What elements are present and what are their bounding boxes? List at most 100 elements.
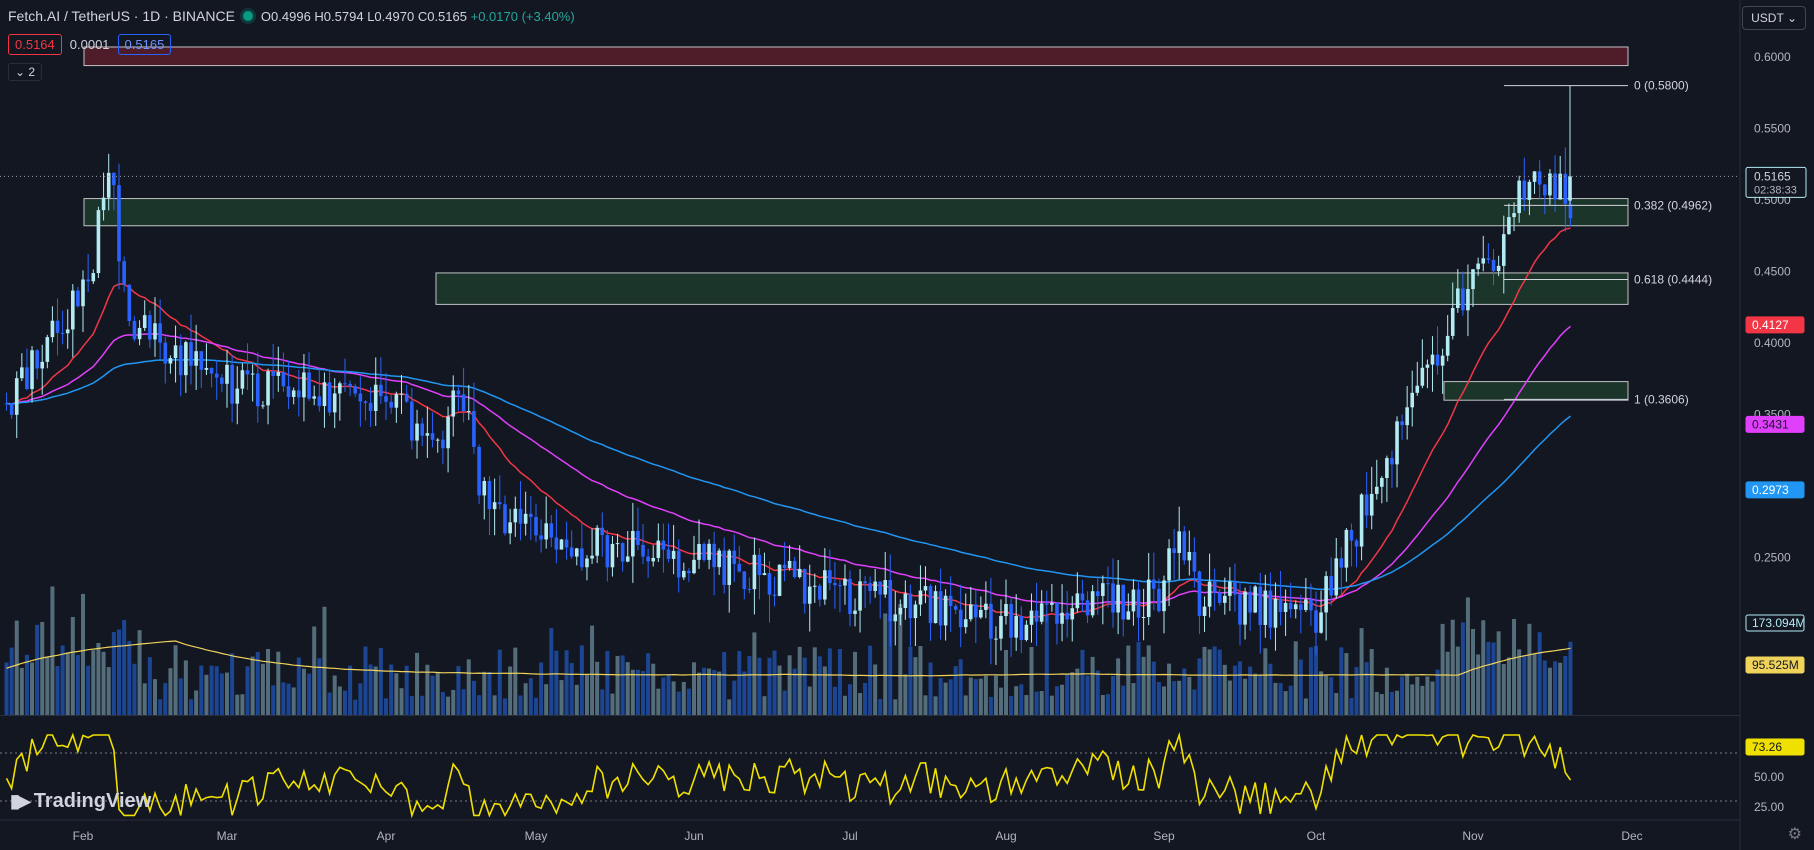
candle-body	[697, 543, 701, 560]
volume-bar	[1156, 682, 1161, 715]
candle-body	[1354, 540, 1359, 547]
volume-bar	[1268, 663, 1273, 715]
candle-body	[812, 585, 817, 587]
volume-bar	[1167, 663, 1172, 715]
candle-body	[858, 581, 862, 611]
volume-bar	[497, 649, 502, 715]
volume-bar	[230, 653, 235, 715]
volume-bar	[1319, 671, 1324, 715]
volume-bar	[348, 665, 353, 715]
volume-bar	[477, 695, 482, 715]
candle-body	[1501, 234, 1506, 266]
candle-body	[1532, 171, 1537, 182]
candle-body	[1309, 599, 1313, 611]
symbol-title[interactable]: Fetch.AI / TetherUS · 1D · BINANCE	[8, 8, 235, 24]
candle-body	[1410, 392, 1415, 408]
volume-bar	[544, 684, 549, 715]
volume-bar	[1465, 597, 1470, 715]
volume-bar	[988, 696, 993, 715]
candle-body	[435, 439, 440, 441]
sell-price-button[interactable]: 0.5164	[8, 34, 62, 55]
volume-bar	[1359, 628, 1364, 715]
volume-bar	[307, 673, 312, 715]
candle-body	[843, 578, 847, 586]
indicators-toggle[interactable]: ⌄ 2	[8, 63, 43, 81]
volume-bar	[615, 656, 620, 715]
candle-body	[1273, 598, 1278, 628]
volume-bar	[60, 645, 65, 715]
volume-bar	[584, 674, 589, 715]
candle-body	[636, 530, 640, 545]
candle-body	[641, 544, 645, 557]
volume-bar	[797, 646, 802, 715]
volume-bar	[183, 660, 188, 715]
volume-bar	[1258, 674, 1263, 715]
candle-body	[1425, 364, 1430, 368]
candle-body	[1233, 581, 1237, 595]
candle-body	[1207, 581, 1212, 607]
volume-bar	[147, 657, 152, 715]
volume-bar	[1273, 682, 1278, 715]
candle-body	[1248, 591, 1252, 613]
change-value: +0.0170 (+3.40%)	[470, 8, 575, 24]
volume-bar	[1324, 675, 1329, 715]
candle-body	[1080, 593, 1085, 601]
ema-blue-line	[6, 358, 1571, 591]
volume-bar	[928, 662, 933, 715]
price-tick-label: 0.6000	[1754, 50, 1791, 64]
candle-body	[1537, 171, 1542, 185]
volume-bar	[75, 655, 80, 715]
volume-bar	[317, 658, 322, 715]
volume-bar	[732, 680, 737, 715]
candle-body	[646, 556, 650, 562]
volume-bar	[1207, 649, 1212, 715]
volume-bar	[111, 632, 116, 715]
candle-body	[797, 568, 802, 578]
candle-body	[9, 403, 14, 415]
volume-bar	[656, 688, 661, 715]
volume-bar	[399, 688, 404, 715]
rsi-badge-bg	[1745, 738, 1805, 756]
volume-bar	[717, 671, 722, 715]
candle-body	[1476, 263, 1480, 270]
candle-body	[534, 516, 538, 536]
candle-body	[35, 350, 39, 369]
low-value: L0.4970	[367, 8, 415, 24]
candle-body	[204, 367, 209, 370]
volume-bar	[1105, 694, 1110, 715]
price-tick-label: 0.5500	[1754, 122, 1791, 136]
currency-select[interactable]: USDT ⌄	[1742, 6, 1806, 30]
candle-body	[554, 537, 559, 550]
candle-body	[353, 386, 358, 394]
candle-body	[1563, 173, 1568, 204]
candle-body	[1568, 203, 1573, 219]
candle-body	[1095, 591, 1100, 596]
candle-body	[189, 342, 193, 366]
volume-bar	[368, 664, 373, 715]
candle-body	[600, 527, 605, 536]
gear-icon[interactable]: ⚙	[1787, 826, 1802, 843]
candle-body	[1364, 494, 1369, 516]
candle-body	[508, 522, 512, 534]
volume-bar	[158, 699, 163, 715]
volume-bar	[1278, 683, 1283, 715]
price-tick-label: 0.2500	[1754, 551, 1791, 565]
candle-body	[250, 373, 255, 375]
candle-body	[595, 527, 599, 556]
volume-bar	[1121, 685, 1126, 715]
zone-green-1	[83, 198, 1629, 227]
candle-body	[1548, 173, 1552, 196]
volume-bar	[893, 699, 898, 715]
buy-price-button[interactable]: 0.5165	[117, 34, 172, 55]
volume-bar	[508, 666, 513, 715]
volume-bar	[681, 681, 686, 715]
volume-bar	[671, 681, 676, 715]
candle-body	[158, 323, 162, 343]
volume-bar	[676, 691, 681, 715]
candle-body	[757, 554, 762, 576]
volume-bar	[727, 699, 732, 715]
candle-body	[838, 585, 842, 587]
candle-body	[1435, 354, 1440, 366]
candle-body	[863, 581, 867, 584]
